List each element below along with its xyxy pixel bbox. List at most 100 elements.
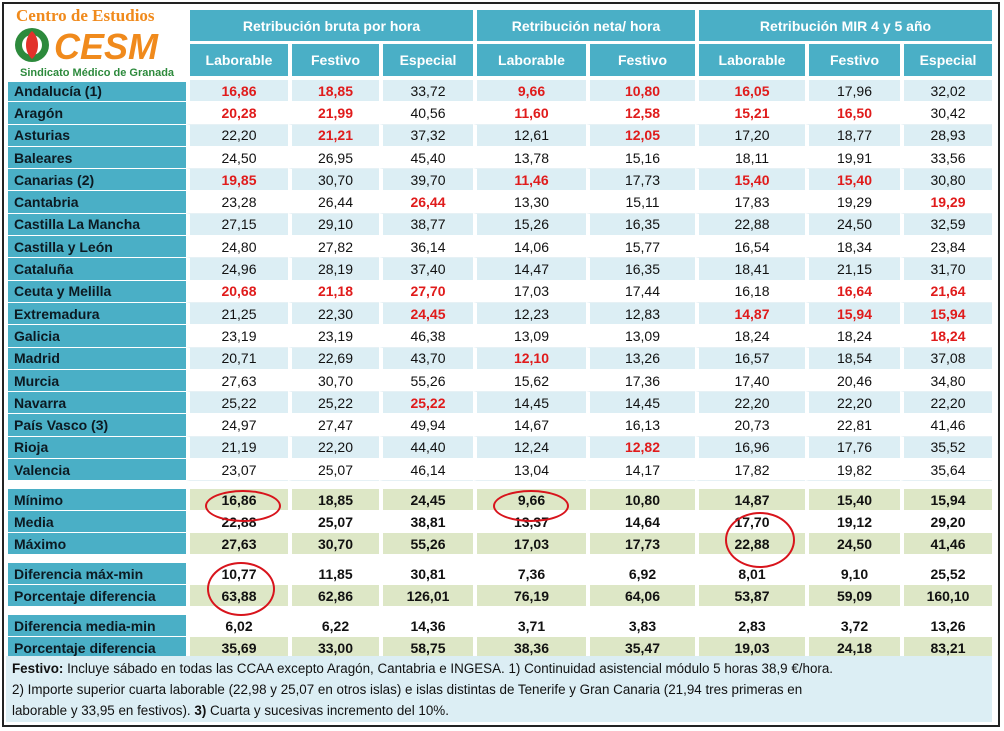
logo-mark-text: CESM (54, 26, 159, 64)
table-cell: 13,26 (900, 615, 992, 638)
table-cell: 13,26 (586, 347, 695, 370)
table-cell: 3,72 (805, 615, 900, 638)
table-cell: 17,20 (695, 124, 805, 147)
table-cell: 8,01 (695, 563, 805, 586)
table-cell: 13,30 (473, 191, 586, 214)
table-cell: 22,20 (900, 392, 992, 415)
table-cell: 32,02 (900, 80, 992, 103)
table-cell: 40,56 (379, 102, 473, 125)
table-cell: 2,83 (695, 615, 805, 638)
table-row: Valencia 23,07 25,07 46,14 13,04 14,17 17,82 19… (8, 459, 992, 482)
table-cell: 53,87 (695, 585, 805, 608)
table-cell: 63,88 (186, 585, 288, 608)
table-cell: 15,40 (805, 169, 900, 192)
table-cell: 59,09 (805, 585, 900, 608)
row-label: Extremadura (8, 302, 186, 326)
table-cell: 33,56 (900, 146, 992, 170)
table-row: Castilla y León 24,80 27,82 36,14 14,06 15,77… (8, 236, 992, 259)
table-cell: 36,14 (379, 236, 473, 259)
table-cell: 14,17 (586, 459, 695, 482)
table-cell: 46,38 (379, 325, 473, 348)
table-cell: 13,37 (473, 511, 586, 534)
table-row: Canarias (2) 19,85 30,70 39,70 11,46 17,73 15,… (8, 169, 992, 192)
group-header-neta: Retribución neta/ hora (473, 10, 695, 44)
table-cell: 22,69 (288, 347, 379, 370)
table-cell: 23,07 (186, 459, 288, 482)
row-label: Madrid (8, 347, 186, 370)
table-cell: 49,94 (379, 414, 473, 437)
row-spacer (8, 555, 992, 564)
table-cell: 55,26 (379, 533, 473, 556)
table-cell: 15,40 (695, 169, 805, 192)
table-cell: 24,50 (805, 213, 900, 237)
table-cell: 76,19 (473, 585, 586, 608)
table-cell: 126,01 (379, 585, 473, 608)
table-cell: 15,94 (805, 302, 900, 326)
table-cell: 16,64 (805, 280, 900, 303)
column-header: Especial (900, 44, 992, 80)
table-cell: 16,86 (186, 489, 288, 512)
table-cell: 15,62 (473, 369, 586, 393)
table-cell: 17,73 (586, 169, 695, 192)
table-cell: 17,70 (695, 511, 805, 534)
column-header: Festivo (288, 44, 379, 80)
table-cell: 17,03 (473, 533, 586, 556)
table-cell: 13,04 (473, 459, 586, 482)
footnote-text-3b: Cuarta y sucesivas incremento del 10%. (206, 703, 449, 718)
table-cell: 34,80 (900, 369, 992, 393)
table-cell: 33,72 (379, 80, 473, 103)
logo-mark: CESM (12, 26, 187, 67)
table-cell: 15,77 (586, 236, 695, 259)
table-cell: 12,83 (586, 302, 695, 326)
row-label: Aragón (8, 102, 186, 125)
table-row: Baleares 24,50 26,95 45,40 13,78 15,16 18,11 19… (8, 146, 992, 170)
table-cell: 22,20 (695, 392, 805, 415)
row-label: Porcentaje diferencia (8, 585, 186, 608)
table-cell: 19,82 (805, 459, 900, 482)
table-cell: 26,95 (288, 146, 379, 170)
table-cell: 24,45 (379, 302, 473, 326)
table-cell: 30,80 (900, 169, 992, 192)
table-cell: 27,63 (186, 369, 288, 393)
table-row: Diferencia media-min 6,02 6,22 14,36 3,71 3,8… (8, 615, 992, 638)
table-row: Mínimo 16,86 18,85 24,45 9,66 10,80 14,87 15,40… (8, 489, 992, 512)
table-cell: 38,77 (379, 213, 473, 237)
table-cell: 20,28 (186, 102, 288, 125)
table-cell: 30,70 (288, 169, 379, 192)
footnote-text-3a: laborable y 33,95 en festivos). (12, 703, 195, 718)
row-label: Media (8, 511, 186, 534)
table-cell: 55,26 (379, 369, 473, 393)
table-cell: 6,02 (186, 615, 288, 638)
group-header-bruta: Retribución bruta por hora (186, 10, 473, 44)
table-cell: 14,87 (695, 489, 805, 512)
table-cell: 27,15 (186, 213, 288, 237)
table-cell: 21,21 (288, 124, 379, 147)
table-cell: 25,22 (288, 392, 379, 415)
table-cell: 15,16 (586, 146, 695, 170)
footnote-label-3: 3) (194, 703, 207, 718)
table-row: Cataluña 24,96 28,19 37,40 14,47 16,35 18,41 21… (8, 258, 992, 281)
logo-pomegranate (26, 31, 38, 59)
table-cell: 25,07 (288, 511, 379, 534)
row-label: Mínimo (8, 489, 186, 512)
table-cell: 18,77 (805, 124, 900, 147)
table-cell: 18,11 (695, 146, 805, 170)
table-cell: 17,73 (586, 533, 695, 556)
row-label: Diferencia máx-min (8, 563, 186, 586)
column-header: Laborable (186, 44, 288, 80)
table-cell: 64,06 (586, 585, 695, 608)
table-cell: 6,92 (586, 563, 695, 586)
table-row: Extremadura 21,25 22,30 24,45 12,23 12,83 14,8… (8, 302, 992, 326)
column-header: Festivo (586, 44, 695, 80)
table-cell: 22,20 (805, 392, 900, 415)
table-cell: 38,81 (379, 511, 473, 534)
table-cell: 23,84 (900, 236, 992, 259)
table-row: Media 22,88 25,07 38,81 13,37 14,64 17,70 19,12… (8, 511, 992, 534)
table-cell: 24,96 (186, 258, 288, 281)
table-cell: 25,52 (900, 563, 992, 586)
table-cell: 16,18 (695, 280, 805, 303)
table-cell: 35,52 (900, 436, 992, 460)
table-cell: 30,70 (288, 533, 379, 556)
table-cell: 58,75 (379, 637, 473, 660)
table-cell: 16,54 (695, 236, 805, 259)
